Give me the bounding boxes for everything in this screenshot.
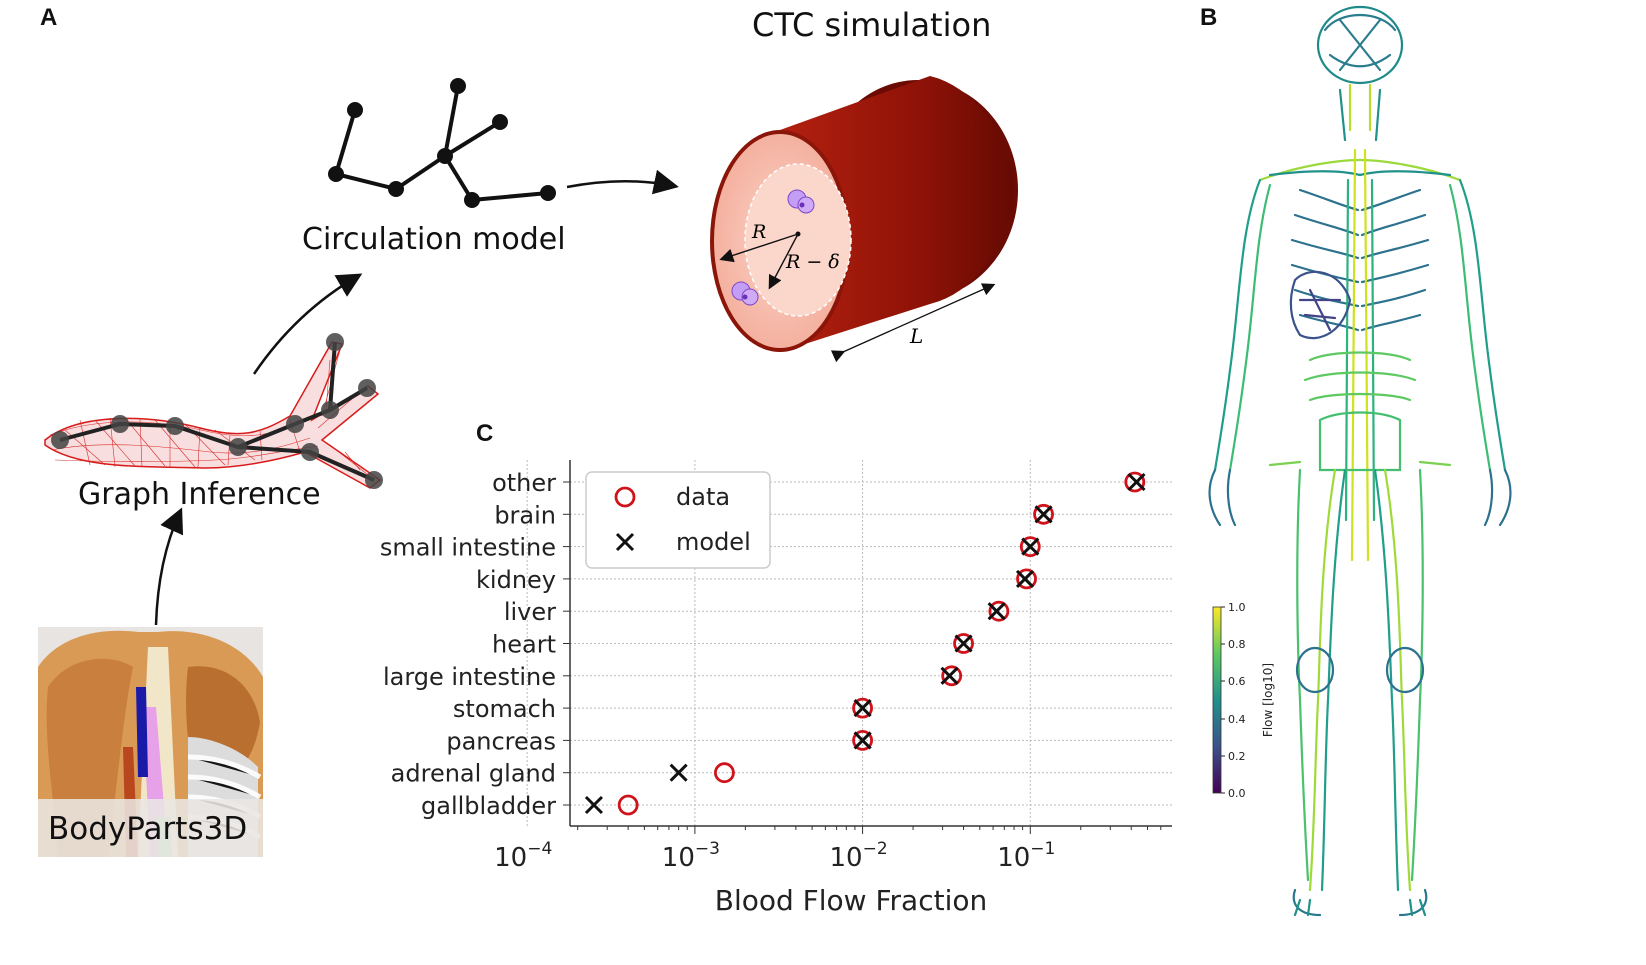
data-point: [852, 697, 873, 719]
model-point: [584, 795, 603, 815]
y-tick-label: pancreas: [446, 727, 556, 755]
anatomy-illustration: [38, 627, 263, 857]
x-tick-label: 10−2: [830, 839, 888, 873]
data-point: [852, 730, 873, 751]
bodyparts3d-render: BodyParts3D: [38, 627, 263, 857]
graph-inference-caption: Graph Inference: [78, 477, 321, 512]
panel-label-b: B: [1200, 4, 1218, 31]
y-tick-label: brain: [494, 501, 556, 529]
vasculature-figure: 0.0 0.2 0.4 0.6 0.8 1.0 Flow [log10]: [1208, 5, 1512, 917]
data-point: [1016, 568, 1037, 590]
data-point: [714, 762, 735, 784]
circulation-graph-nodes: [328, 78, 556, 208]
model-point: [853, 731, 872, 750]
model-point: [987, 602, 1006, 621]
y-tick-label: adrenal gland: [391, 760, 556, 788]
x-axis-label: Blood Flow Fraction: [715, 884, 988, 917]
y-tick-label: stomach: [453, 695, 556, 723]
y-tick-label: large intestine: [383, 663, 556, 691]
model-point: [954, 634, 973, 653]
y-tick-label: heart: [492, 631, 556, 659]
arrow-to-ctc: [566, 169, 679, 195]
legend-data-marker: [614, 486, 636, 508]
legend-box: [585, 471, 771, 569]
vessel-cylinder: [710, 76, 1018, 363]
data-point: [1019, 536, 1041, 557]
y-tick-label: gallbladder: [421, 792, 556, 820]
data-point: [941, 665, 963, 687]
data-point: [988, 600, 1010, 622]
model-point: [1127, 472, 1146, 492]
radius-label: R: [751, 221, 766, 243]
legend-model-label: model: [676, 528, 751, 556]
colorbar-tick: 0.2: [1228, 750, 1246, 763]
model-point: [1034, 505, 1053, 524]
legend-model-marker: [615, 532, 635, 552]
panel-a-illustration: R R − δ L: [252, 76, 1018, 375]
y-tick-label: other: [492, 469, 556, 497]
arrow-to-graph-inference: [154, 507, 184, 626]
colorbar-tick: 0.6: [1228, 675, 1246, 688]
circulation-model-caption: Circulation model: [302, 222, 566, 257]
colorbar-tick: 0.4: [1228, 713, 1246, 726]
model-point: [853, 699, 872, 718]
y-tick-label: liver: [504, 598, 556, 626]
model-point: [940, 666, 959, 685]
tumor-cell-bottom: [731, 281, 759, 306]
blood-flow-chart: 10−4 10−3 10−2 10−1 Blood Flow Fraction other…: [380, 460, 1172, 917]
length-label: L: [909, 324, 923, 348]
colorbar: [1212, 606, 1222, 794]
colorbar-tick: 0.8: [1228, 638, 1246, 651]
ctc-simulation-title: CTC simulation: [752, 6, 992, 44]
legend-data-label: data: [676, 483, 730, 511]
colorbar-label: Flow [log10]: [1261, 663, 1275, 737]
data-point: [953, 633, 974, 654]
y-tick-label: kidney: [476, 566, 556, 594]
data-point: [1124, 471, 1146, 493]
panel-label-c: C: [476, 420, 494, 447]
x-tick-label: 10−4: [494, 839, 552, 873]
x-tick-label: 10−1: [997, 839, 1055, 873]
model-point: [1021, 537, 1040, 556]
radius-minus-delta-label: R − δ: [785, 251, 840, 273]
colorbar-tick: 1.0: [1228, 601, 1246, 614]
x-tick-label: 10−3: [662, 839, 720, 873]
y-tick-label: small intestine: [380, 534, 556, 562]
tumor-cell-top: [787, 189, 815, 214]
bodyparts3d-caption: BodyParts3D: [48, 811, 248, 847]
model-point: [669, 763, 688, 782]
data-point: [617, 794, 639, 816]
circulation-graph: [334, 85, 549, 202]
vasculature-tree: [1208, 5, 1512, 917]
model-point: [1015, 569, 1035, 588]
vessel-mesh-illustration: [44, 333, 383, 489]
arrow-to-circulation-model: [252, 273, 363, 375]
colorbar-ticks: 0.0 0.2 0.4 0.6 0.8 1.0: [1221, 601, 1246, 800]
data-point: [1033, 503, 1054, 525]
colorbar-tick: 0.0: [1228, 787, 1246, 800]
panel-label-a: A: [40, 4, 58, 31]
